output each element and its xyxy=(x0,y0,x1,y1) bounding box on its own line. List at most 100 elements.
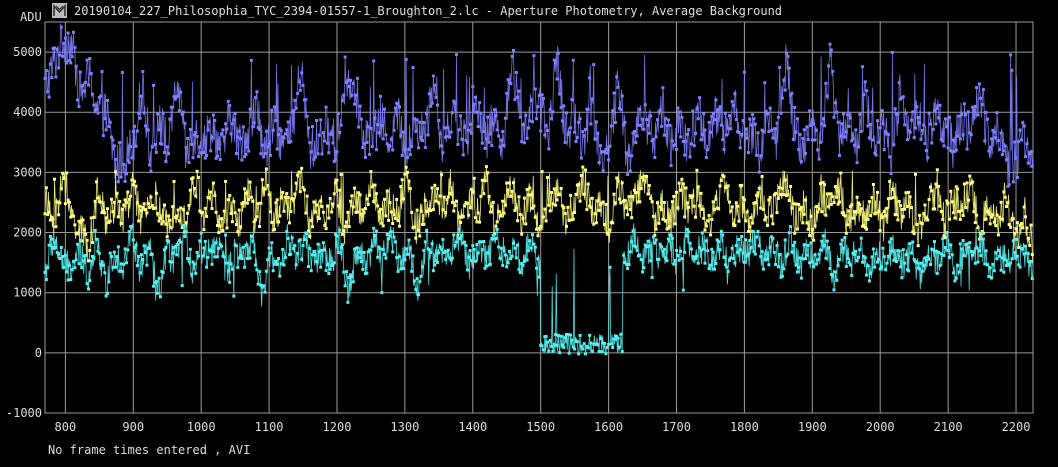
data-point xyxy=(475,110,479,114)
data-point xyxy=(744,127,748,131)
data-point xyxy=(479,111,483,115)
data-point xyxy=(437,201,441,205)
data-point xyxy=(980,103,984,107)
data-point xyxy=(463,204,467,208)
data-point xyxy=(649,114,653,118)
data-point xyxy=(67,264,71,268)
data-point xyxy=(990,137,994,141)
data-point xyxy=(285,128,289,132)
data-point xyxy=(575,340,579,344)
data-point xyxy=(69,278,73,281)
data-point xyxy=(878,229,882,232)
data-point xyxy=(869,122,873,126)
data-point xyxy=(702,112,706,116)
data-point xyxy=(988,222,992,226)
data-point xyxy=(563,336,567,340)
data-point xyxy=(1000,153,1004,157)
data-point xyxy=(252,121,256,125)
data-point xyxy=(634,245,638,249)
y-tick-label: 2000 xyxy=(13,226,42,240)
data-point xyxy=(941,218,945,221)
series-line xyxy=(44,223,1034,355)
data-point xyxy=(142,111,146,115)
data-point xyxy=(582,342,586,346)
data-point xyxy=(391,222,395,225)
data-point xyxy=(596,199,600,203)
data-point xyxy=(783,178,787,182)
data-point xyxy=(756,230,760,233)
data-point xyxy=(328,196,332,200)
data-point xyxy=(188,247,192,251)
data-point xyxy=(737,237,741,241)
data-point xyxy=(850,203,854,207)
data-point xyxy=(934,122,938,126)
data-point xyxy=(330,210,334,214)
data-point xyxy=(544,334,548,338)
data-point xyxy=(878,267,882,271)
data-point xyxy=(57,252,61,256)
data-point xyxy=(897,249,901,253)
data-point xyxy=(154,150,158,154)
data-point xyxy=(468,206,472,209)
data-point xyxy=(717,240,721,244)
data-point xyxy=(604,352,608,356)
data-point xyxy=(122,262,126,266)
data-point xyxy=(399,134,403,138)
data-point xyxy=(688,155,692,159)
data-point xyxy=(658,205,662,209)
data-point xyxy=(967,245,970,249)
data-point xyxy=(209,190,213,194)
data-point xyxy=(404,247,408,251)
data-point xyxy=(642,266,646,270)
data-point xyxy=(718,105,722,109)
data-point xyxy=(632,130,636,133)
data-point xyxy=(874,211,878,215)
data-point xyxy=(472,247,476,251)
data-point xyxy=(308,234,312,238)
data-point xyxy=(687,230,691,234)
data-point xyxy=(922,123,926,127)
data-point xyxy=(501,130,505,133)
data-point xyxy=(718,248,722,252)
data-point xyxy=(65,61,69,65)
data-point xyxy=(69,61,73,65)
data-point xyxy=(244,243,248,247)
data-point xyxy=(81,259,85,263)
data-point xyxy=(550,191,554,194)
data-point xyxy=(419,209,423,213)
data-point xyxy=(631,229,635,233)
data-point xyxy=(710,247,714,251)
data-point xyxy=(608,144,612,148)
data-point xyxy=(945,231,949,234)
data-point xyxy=(967,198,970,202)
data-point xyxy=(662,201,666,204)
data-point xyxy=(766,112,769,116)
data-point xyxy=(990,276,994,280)
data-point xyxy=(885,206,889,210)
data-point xyxy=(670,200,674,204)
data-point xyxy=(1030,277,1034,281)
data-point xyxy=(190,272,194,276)
data-point xyxy=(881,215,885,219)
data-point xyxy=(573,211,577,214)
data-point xyxy=(183,121,187,125)
data-point xyxy=(340,243,344,247)
data-point xyxy=(798,208,802,211)
app-icon[interactable] xyxy=(52,3,67,18)
data-point xyxy=(277,257,281,260)
data-point xyxy=(385,189,389,193)
data-point xyxy=(915,222,919,226)
data-point xyxy=(425,112,429,116)
data-point xyxy=(508,181,511,185)
data-point xyxy=(991,213,995,217)
data-point xyxy=(962,254,966,258)
data-point xyxy=(558,351,562,355)
data-point xyxy=(992,220,996,224)
data-point xyxy=(373,183,377,187)
data-point xyxy=(525,258,529,262)
data-point xyxy=(172,95,176,99)
data-point xyxy=(987,212,991,216)
data-point xyxy=(668,225,672,228)
data-point xyxy=(816,210,820,214)
